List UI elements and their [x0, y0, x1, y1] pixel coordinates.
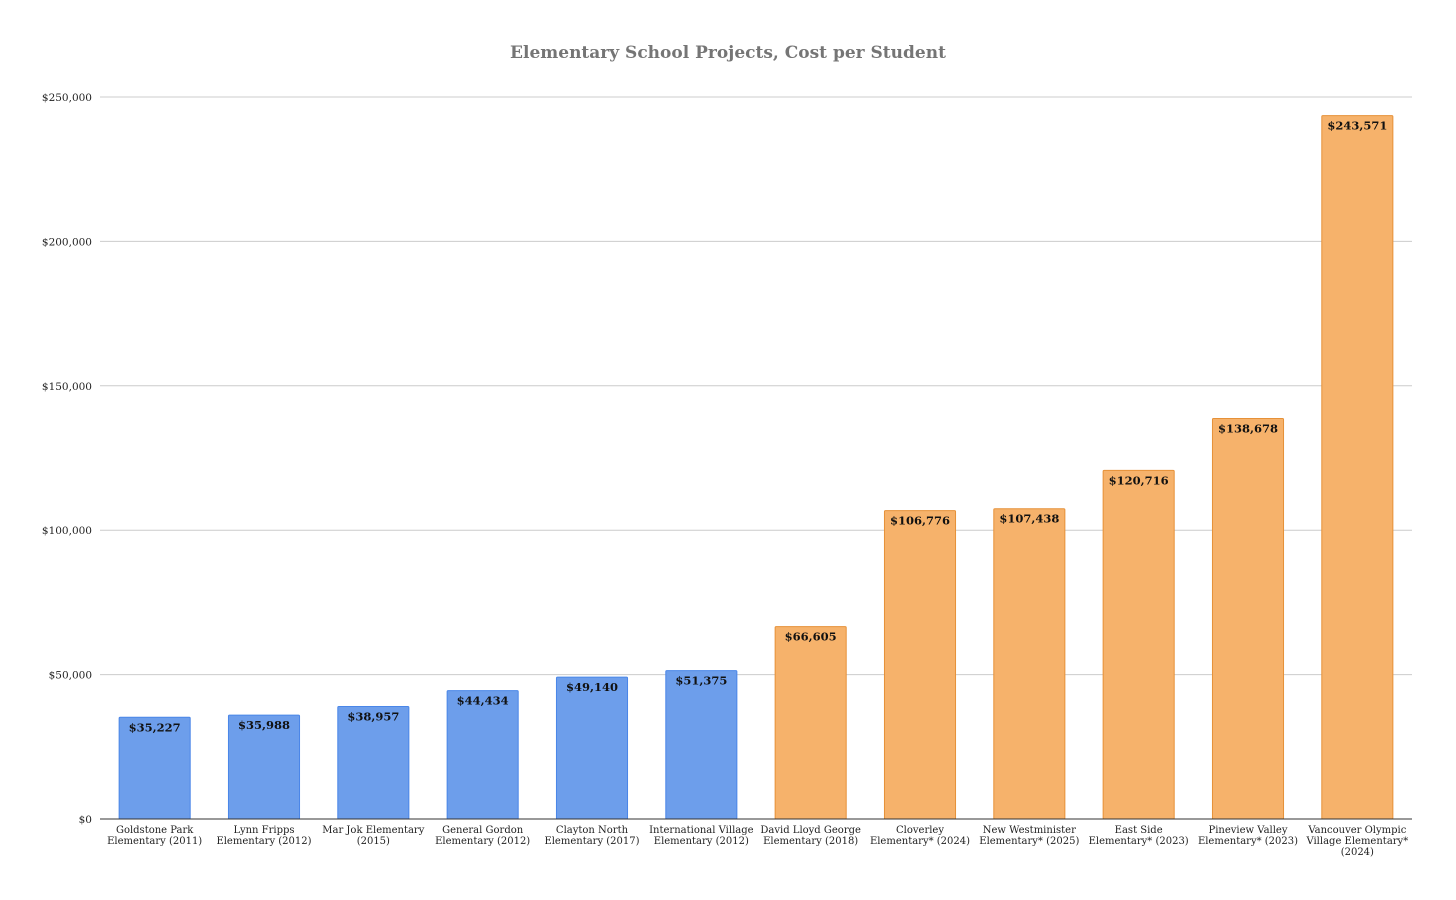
x-category-line: (2024): [1341, 847, 1374, 858]
bar: [774, 626, 847, 820]
x-category-label: Mar Jok Elementary (2015): [322, 825, 424, 847]
x-category-label: New Westminister Elementary* (2025): [979, 825, 1079, 847]
x-category-line: Elementary* (2024): [870, 836, 970, 847]
x-category-line: East Side: [1115, 825, 1163, 836]
x-category-line: Elementary (2012): [654, 836, 749, 847]
x-category-line: General Gordon: [442, 825, 524, 836]
bar: [665, 670, 738, 820]
x-category-line: Elementary (2017): [544, 836, 639, 847]
bar-value-label: $44,434: [457, 694, 509, 708]
x-category-line: Elementary (2012): [435, 836, 530, 847]
x-category-label: David Lloyd George Elementary (2018): [760, 825, 861, 847]
x-category-line: Elementary (2012): [216, 836, 311, 847]
y-tick-label: $250,000: [42, 92, 92, 104]
x-category-line: Elementary (2011): [107, 836, 202, 847]
bar-value-label: $35,988: [238, 718, 290, 732]
chart-title: Elementary School Projects, Cost per Stu…: [510, 43, 946, 63]
bar-value-label: $138,678: [1218, 421, 1278, 435]
x-category-label: Vancouver Olympic Village Elementary* (202…: [1305, 825, 1408, 858]
x-category-label: General Gordon Elementary (2012): [435, 825, 530, 847]
y-tick-label: $100,000: [42, 525, 92, 537]
x-category-label: International Village Elementary (2012): [649, 825, 754, 847]
x-axis-categories: Goldstone Park Elementary (2011) Lynn Frip…: [107, 825, 1408, 858]
bar-value-label: $51,375: [675, 674, 727, 688]
x-category-line: Vancouver Olympic: [1307, 825, 1406, 836]
x-category-line: David Lloyd George: [760, 825, 861, 836]
x-category-line: Clayton North: [556, 825, 629, 836]
data-labels: $35,227 $35,988 $38,957 $44,434 $49,140 $51,3…: [129, 119, 1388, 735]
bar-value-label: $49,140: [566, 680, 618, 694]
bar-value-label: $35,227: [129, 720, 181, 734]
y-tick-label: $0: [79, 814, 92, 826]
x-category-label: Cloverley Elementary* (2024): [870, 825, 970, 847]
x-category-line: Elementary* (2025): [979, 836, 1079, 847]
bar-value-label: $120,716: [1109, 473, 1169, 487]
x-category-line: Mar Jok Elementary: [322, 825, 424, 836]
y-tick-label: $150,000: [42, 381, 92, 393]
x-category-label: Goldstone Park Elementary (2011): [107, 825, 202, 847]
x-category-line: International Village: [649, 825, 754, 836]
x-category-label: Lynn Fripps Elementary (2012): [216, 825, 311, 847]
bar: [555, 676, 629, 820]
bar: [993, 508, 1066, 820]
x-category-label: East Side Elementary* (2023): [1089, 825, 1189, 847]
x-category-line: Elementary* (2023): [1198, 836, 1298, 847]
gridlines: [100, 96, 1412, 676]
bar: [1102, 469, 1175, 820]
bar-value-label: $243,571: [1327, 119, 1387, 133]
bar: [883, 510, 957, 820]
x-category-line: Elementary* (2023): [1089, 836, 1189, 847]
y-tick-label: $200,000: [42, 236, 92, 248]
bar: [1321, 115, 1394, 820]
bar: [446, 690, 519, 820]
x-category-line: Goldstone Park: [116, 825, 194, 836]
x-category-label: Clayton North Elementary (2017): [544, 825, 639, 847]
x-category-line: Village Elementary*: [1305, 836, 1408, 847]
bar-value-label: $106,776: [890, 514, 950, 528]
x-category-line: (2015): [357, 836, 390, 847]
x-category-line: Lynn Fripps: [233, 825, 294, 836]
bar-value-label: $107,438: [999, 512, 1059, 526]
x-category-line: Elementary (2018): [763, 836, 858, 847]
bar-value-label: $66,605: [785, 630, 837, 644]
x-category-label: Pineview Valley Elementary* (2023): [1198, 825, 1298, 847]
x-category-line: Pineview Valley: [1208, 825, 1287, 836]
y-axis-ticks: $0 $50,000 $100,000 $150,000 $200,000 $250,00…: [42, 92, 92, 826]
y-tick-label: $50,000: [49, 670, 92, 682]
bar-value-label: $38,957: [347, 709, 399, 723]
x-category-line: New Westminister: [983, 825, 1076, 836]
bar: [1211, 417, 1285, 820]
x-category-line: Cloverley: [896, 825, 944, 836]
bars: [118, 115, 1394, 820]
